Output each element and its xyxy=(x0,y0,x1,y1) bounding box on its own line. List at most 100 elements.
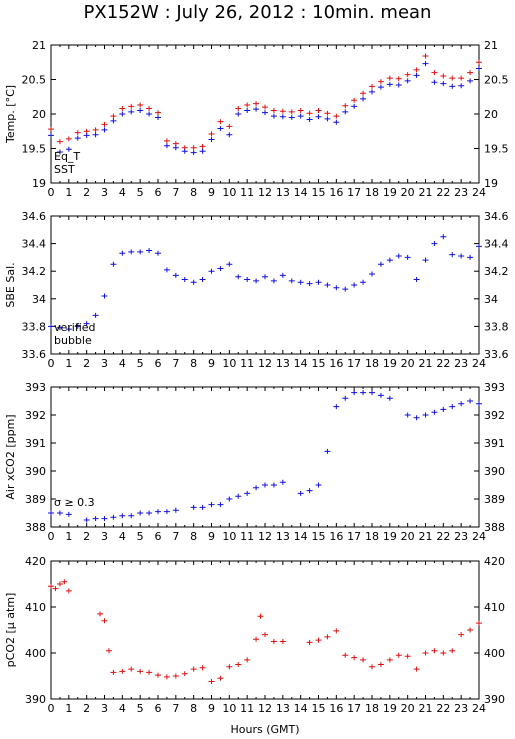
y-tick-label-right: 34.2 xyxy=(484,265,509,278)
data-point xyxy=(253,101,260,107)
data-point xyxy=(155,509,161,515)
y-axis-label: Air xCO2 [ppm] xyxy=(4,414,17,499)
y-tick-label-right: 34 xyxy=(484,293,498,306)
data-point xyxy=(172,272,179,278)
data-point xyxy=(369,271,375,277)
data-point xyxy=(306,488,313,494)
x-tick-label: 6 xyxy=(155,702,162,715)
x-tick-label: 0 xyxy=(48,530,55,543)
x-tick-label: 15 xyxy=(312,186,326,199)
data-point xyxy=(208,502,215,508)
y-tick-label-left: 391 xyxy=(25,437,46,450)
data-point xyxy=(342,286,349,292)
data-point xyxy=(404,254,411,260)
data-point xyxy=(360,390,367,396)
panel-1: 0 1 2 3 4 5 6 7 8 9 10 11 12 13 14 15 16 17 18 19 20 21 22 23 24… xyxy=(4,210,509,370)
data-point xyxy=(333,119,340,125)
data-point xyxy=(190,666,197,672)
data-point xyxy=(404,72,411,78)
data-point xyxy=(333,404,340,410)
y-tick-label-left: 19 xyxy=(32,177,46,190)
x-tick-label: 4 xyxy=(119,530,126,543)
x-tick-label: 17 xyxy=(347,357,361,370)
x-tick-label: 3 xyxy=(101,186,108,199)
y-tick-label-right: 19 xyxy=(484,177,498,190)
y-tick-label-left: 400 xyxy=(25,647,46,660)
panel-0: 0 1 2 3 4 5 6 7 8 9 10 11 12 13 14 15 16 17 18 19 20 21 22 23 24… xyxy=(4,39,509,199)
data-point xyxy=(297,108,304,114)
data-point xyxy=(342,109,349,115)
x-tick-label: 0 xyxy=(48,702,55,715)
x-tick-label: 20 xyxy=(401,186,415,199)
data-point xyxy=(297,490,304,496)
x-tick-label: 1 xyxy=(65,530,72,543)
data-point xyxy=(315,108,322,114)
data-point xyxy=(101,121,108,127)
x-tick-label: 16 xyxy=(329,702,343,715)
data-point xyxy=(226,123,233,129)
data-point xyxy=(65,588,72,594)
x-tick-label: 16 xyxy=(329,357,343,370)
data-point xyxy=(146,248,153,253)
data-point xyxy=(351,390,358,396)
x-tick-label: 24 xyxy=(472,702,486,715)
y-tick-label-right: 19.5 xyxy=(484,143,509,156)
panel-2: 0 1 2 3 4 5 6 7 8 9 10 11 12 13 14 15 16 17 18 19 20 21 22 23 24… xyxy=(4,381,505,543)
data-point xyxy=(351,97,358,103)
data-point xyxy=(110,113,117,119)
data-point xyxy=(56,510,63,516)
data-point xyxy=(163,143,170,149)
data-point xyxy=(163,674,170,680)
legend-entry: bubble xyxy=(54,334,92,347)
x-tick-label: 7 xyxy=(172,186,179,199)
data-point xyxy=(155,110,161,116)
data-point xyxy=(333,113,340,119)
x-tick-label: 16 xyxy=(329,186,343,199)
x-tick-label: 18 xyxy=(365,186,379,199)
x-tick-label: 18 xyxy=(365,357,379,370)
x-tick-label: 14 xyxy=(294,357,308,370)
data-point xyxy=(48,126,54,132)
x-tick-label: 22 xyxy=(436,702,450,715)
data-point xyxy=(440,406,447,412)
data-point xyxy=(172,673,179,679)
x-tick-label: 5 xyxy=(137,186,144,199)
data-point xyxy=(279,272,286,278)
data-point xyxy=(146,669,153,675)
y-tick-label-left: 34.4 xyxy=(22,238,47,251)
data-point xyxy=(395,652,402,658)
data-point xyxy=(440,73,447,79)
y-tick-label-left: 389 xyxy=(25,493,46,506)
data-point xyxy=(155,114,161,120)
x-tick-label: 11 xyxy=(240,186,254,199)
x-tick-label: 24 xyxy=(472,186,486,199)
data-point xyxy=(270,482,277,488)
data-point xyxy=(92,132,99,138)
data-point xyxy=(226,261,233,267)
data-point xyxy=(360,279,367,285)
data-point xyxy=(105,648,112,654)
y-tick-label-right: 33.8 xyxy=(484,320,509,333)
y-tick-label-right: 393 xyxy=(484,381,505,394)
data-point xyxy=(101,618,108,624)
data-point xyxy=(413,415,420,421)
data-point xyxy=(458,75,465,81)
data-point xyxy=(404,653,411,659)
x-tick-label: 11 xyxy=(240,702,254,715)
data-point xyxy=(262,110,268,116)
data-point xyxy=(181,671,188,677)
data-point xyxy=(56,325,63,331)
y-tick-label-left: 392 xyxy=(25,409,46,422)
data-point xyxy=(257,613,264,619)
data-point xyxy=(333,285,340,291)
x-tick-label: 17 xyxy=(347,530,361,543)
legend-entry: verified xyxy=(54,321,96,334)
data-point xyxy=(476,65,482,71)
x-tick-label: 22 xyxy=(436,186,450,199)
data-point xyxy=(101,516,108,522)
x-tick-label: 10 xyxy=(222,702,236,715)
data-point xyxy=(146,105,153,111)
data-point xyxy=(244,657,251,663)
data-point xyxy=(413,67,420,73)
data-point xyxy=(110,261,117,267)
